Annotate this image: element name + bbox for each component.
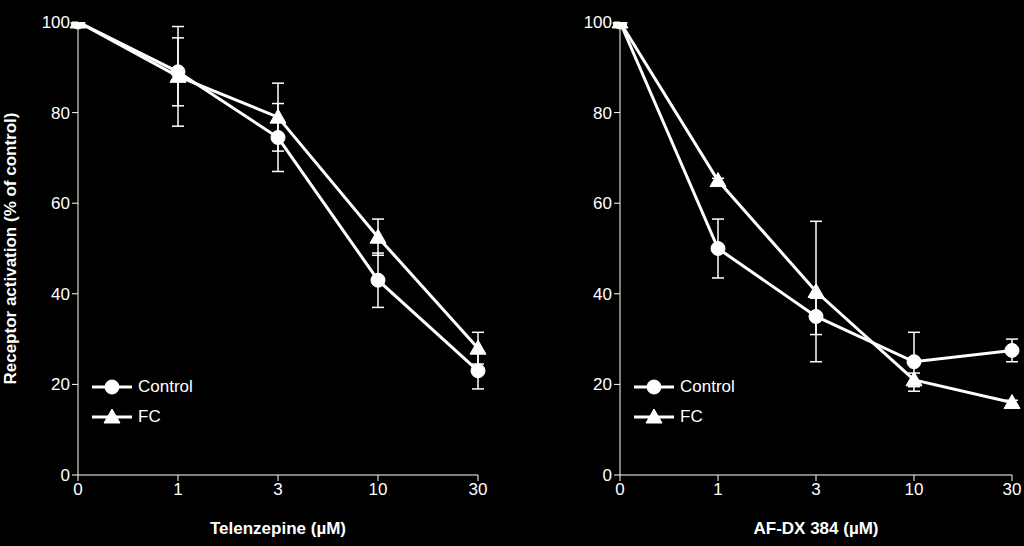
svg-text:0: 0 [61, 466, 70, 485]
svg-text:0: 0 [615, 480, 624, 499]
html-text:FC: FC [680, 407, 703, 426]
svg-text:10: 10 [369, 480, 388, 499]
svg-text:Telenzepine (µM): Telenzepine (µM) [210, 519, 346, 538]
svg-text:1: 1 [713, 480, 722, 499]
svg-text:100: 100 [584, 13, 612, 32]
svg-text:20: 20 [593, 375, 612, 394]
svg-text:80: 80 [51, 104, 70, 123]
svg-text:0: 0 [73, 480, 82, 499]
svg-text:0: 0 [603, 466, 612, 485]
svg-text:3: 3 [273, 480, 282, 499]
html-text:Control: Control [138, 377, 193, 396]
svg-text:AF-DX 384 (µM): AF-DX 384 (µM) [753, 519, 878, 538]
html-text:Control: Control [680, 377, 735, 396]
svg-text:80: 80 [593, 104, 612, 123]
svg-text:100: 100 [42, 13, 70, 32]
svg-text:Receptor activation (% of cont: Receptor activation (% of control) [8, 112, 20, 384]
svg-text:60: 60 [51, 194, 70, 213]
svg-text:10: 10 [905, 480, 924, 499]
html-text:FC: FC [138, 407, 161, 426]
svg-text:20: 20 [51, 375, 70, 394]
svg-text:30: 30 [469, 480, 488, 499]
svg-text:60: 60 [593, 194, 612, 213]
svg-text:40: 40 [593, 285, 612, 304]
svg-text:3: 3 [811, 480, 820, 499]
svg-text:40: 40 [51, 285, 70, 304]
svg-text:1: 1 [173, 480, 182, 499]
svg-text:30: 30 [1003, 480, 1016, 499]
